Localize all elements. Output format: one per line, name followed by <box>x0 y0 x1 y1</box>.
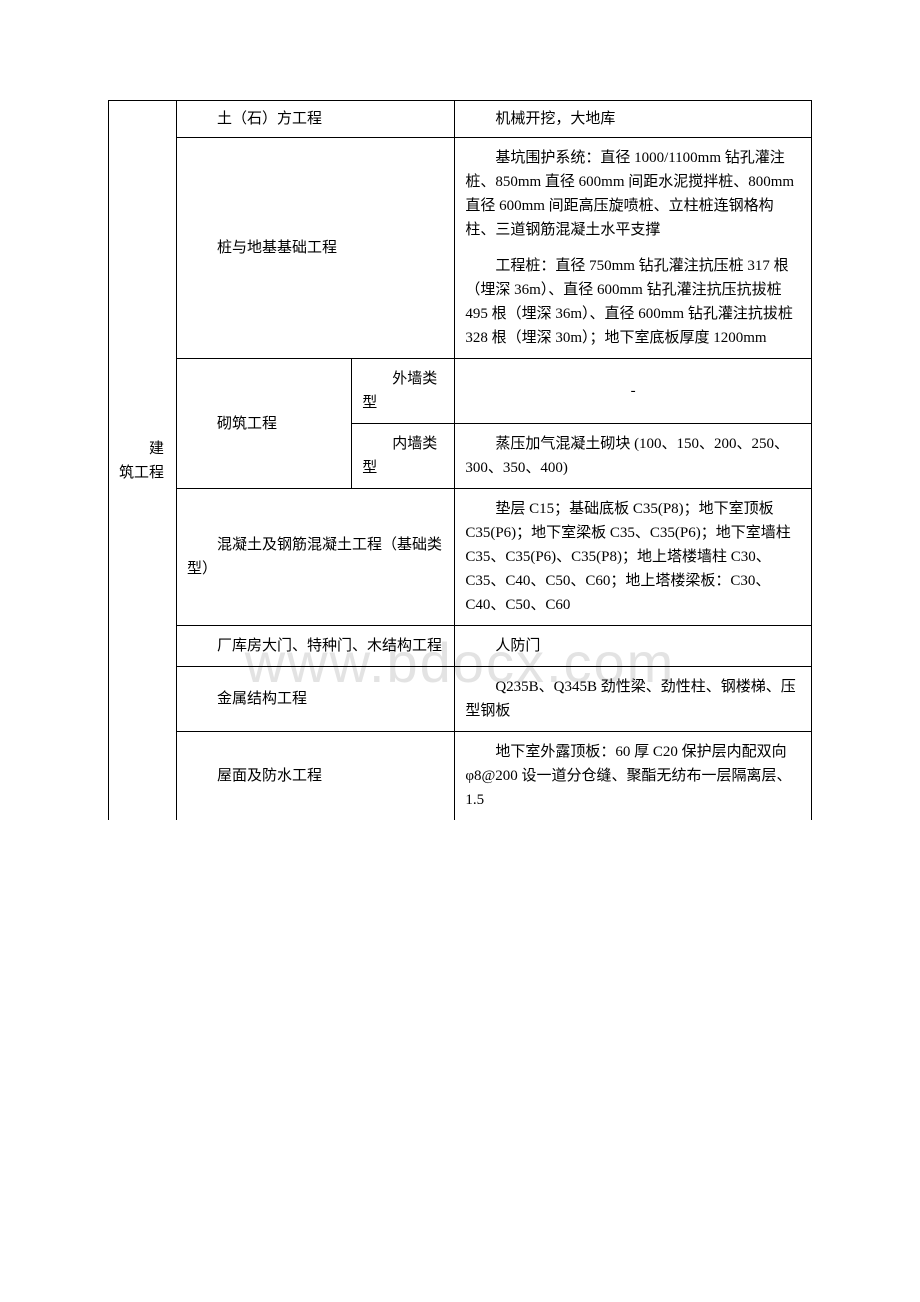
table-row: 屋面及防水工程 地下室外露顶板：60 厚 C20 保护层内配双向 φ8@200 … <box>109 732 812 821</box>
item-cell: 混凝土及钢筋混凝土工程（基础类型） <box>177 489 455 626</box>
item-cell: 桩与地基基础工程 <box>177 138 455 359</box>
item-cell: 金属结构工程 <box>177 667 455 732</box>
construction-spec-table: 建筑工程 土（石）方工程 机械开挖，大地库 桩与地基基础工程 基坑围护系统：直径… <box>108 100 812 820</box>
desc-para-2: 工程桩：直径 750mm 钻孔灌注抗压桩 317 根（埋深 36m）、直径 60… <box>465 254 801 350</box>
table-row: 桩与地基基础工程 基坑围护系统：直径 1000/1100mm 钻孔灌注桩、850… <box>109 138 812 359</box>
desc-cell: 人防门 <box>455 626 812 667</box>
desc-cell: 地下室外露顶板：60 厚 C20 保护层内配双向 φ8@200 设一道分仓缝、聚… <box>455 732 812 821</box>
desc-cell: 基坑围护系统：直径 1000/1100mm 钻孔灌注桩、850mm 直径 600… <box>455 138 812 359</box>
table-row: 厂库房大门、特种门、木结构工程 人防门 <box>109 626 812 667</box>
table-row: 建筑工程 土（石）方工程 机械开挖，大地库 <box>109 101 812 138</box>
desc-cell: 蒸压加气混凝土砌块 (100、150、200、250、300、350、400) <box>455 424 812 489</box>
item-cell: 土（石）方工程 <box>177 101 455 138</box>
table-row: 砌筑工程 外墙类型 - <box>109 359 812 424</box>
desc-cell: 机械开挖，大地库 <box>455 101 812 138</box>
subtype-cell: 内墙类型 <box>352 424 455 489</box>
desc-cell: 垫层 C15；基础底板 C35(P8)；地下室顶板 C35(P6)；地下室梁板 … <box>455 489 812 626</box>
desc-cell: - <box>455 359 812 424</box>
desc-para-1: 基坑围护系统：直径 1000/1100mm 钻孔灌注桩、850mm 直径 600… <box>465 146 801 242</box>
item-cell: 砌筑工程 <box>177 359 352 489</box>
category-cell: 建筑工程 <box>109 101 177 821</box>
desc-cell: Q235B、Q345B 劲性梁、劲性柱、钢楼梯、压型钢板 <box>455 667 812 732</box>
item-cell: 屋面及防水工程 <box>177 732 455 821</box>
table-row: 金属结构工程 Q235B、Q345B 劲性梁、劲性柱、钢楼梯、压型钢板 <box>109 667 812 732</box>
table-row: 混凝土及钢筋混凝土工程（基础类型） 垫层 C15；基础底板 C35(P8)；地下… <box>109 489 812 626</box>
subtype-cell: 外墙类型 <box>352 359 455 424</box>
item-cell: 厂库房大门、特种门、木结构工程 <box>177 626 455 667</box>
